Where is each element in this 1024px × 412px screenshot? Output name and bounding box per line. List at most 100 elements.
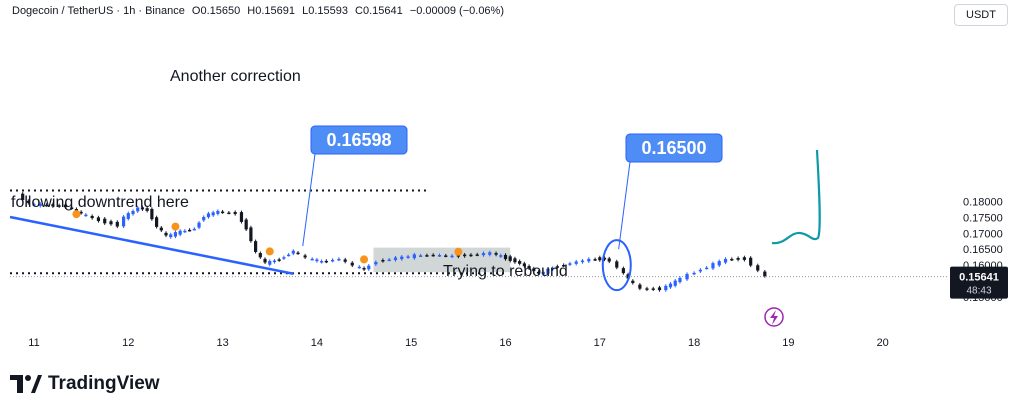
candle-body[interactable] (324, 260, 328, 263)
candle-body[interactable] (698, 269, 702, 272)
candle-body[interactable] (756, 265, 760, 271)
candle-body[interactable] (197, 222, 201, 228)
candle-body[interactable] (685, 273, 689, 280)
candle-body[interactable] (357, 266, 361, 269)
candle-body[interactable] (664, 285, 668, 291)
candle-body[interactable] (70, 207, 74, 209)
candle-body[interactable] (406, 256, 410, 258)
candle-body[interactable] (522, 263, 526, 267)
candle-body[interactable] (244, 219, 248, 230)
candle-body[interactable] (456, 254, 460, 257)
candle-body[interactable] (532, 268, 536, 272)
candle-body[interactable] (183, 230, 187, 233)
candle-body[interactable] (425, 255, 429, 257)
candle-body[interactable] (169, 234, 173, 238)
candle-body[interactable] (121, 216, 126, 227)
candle-body[interactable] (150, 208, 154, 220)
candle-body[interactable] (26, 200, 30, 203)
candle-body[interactable] (450, 255, 454, 258)
candle-body[interactable] (621, 268, 625, 274)
candle-body[interactable] (74, 209, 79, 212)
candle-body[interactable] (692, 272, 696, 275)
candle-body[interactable] (216, 210, 220, 214)
price-callout-box[interactable] (310, 125, 408, 155)
candle-body[interactable] (145, 208, 149, 211)
candle-body[interactable] (187, 229, 192, 232)
candle-body[interactable] (393, 257, 398, 261)
candle-body[interactable] (568, 263, 572, 265)
downtrend-line[interactable] (9, 215, 294, 275)
candle-body[interactable] (431, 254, 435, 257)
candle-body[interactable] (32, 204, 36, 206)
candle-body[interactable] (343, 259, 347, 262)
candle-body[interactable] (211, 212, 215, 216)
candle-body[interactable] (233, 212, 237, 215)
candle-body[interactable] (362, 268, 366, 270)
candle-body[interactable] (527, 265, 531, 269)
candle-body[interactable] (287, 254, 291, 257)
candle-body[interactable] (574, 261, 578, 264)
candle-body[interactable] (400, 256, 404, 260)
candle-body[interactable] (678, 277, 682, 283)
candle-body[interactable] (109, 221, 113, 225)
candle-body[interactable] (742, 257, 746, 260)
candle-body[interactable] (381, 260, 385, 262)
candle-body[interactable] (475, 254, 479, 256)
candle-body[interactable] (419, 255, 423, 257)
candle-body[interactable] (607, 258, 611, 262)
candle-body[interactable] (79, 211, 83, 214)
candle-body[interactable] (154, 217, 159, 227)
candle-body[interactable] (263, 258, 267, 263)
candle-body[interactable] (626, 274, 630, 279)
candle-body[interactable] (268, 260, 272, 265)
candle-body[interactable] (444, 255, 448, 257)
candle-body[interactable] (580, 260, 585, 263)
candle-body[interactable] (657, 287, 662, 291)
candle-body[interactable] (178, 230, 182, 235)
candle-body[interactable] (331, 259, 335, 262)
candle-body[interactable] (239, 212, 244, 222)
candle-body[interactable] (315, 259, 319, 262)
symbol-label[interactable]: Dogecoin / TetherUS · 1h · Binance (12, 5, 185, 17)
candle-body[interactable] (763, 271, 767, 277)
candle-body[interactable] (44, 204, 49, 207)
candle-body[interactable] (63, 204, 68, 208)
candle-body[interactable] (303, 255, 307, 258)
candle-body[interactable] (412, 254, 416, 259)
candle-body[interactable] (602, 257, 607, 260)
candle-body[interactable] (469, 254, 473, 257)
candle-body[interactable] (227, 212, 231, 215)
candle-body[interactable] (518, 261, 522, 264)
candle-body[interactable] (536, 271, 541, 274)
candle-body[interactable] (249, 227, 253, 242)
candle-body[interactable] (499, 255, 503, 257)
candle-body[interactable] (513, 258, 517, 263)
candle-body[interactable] (296, 252, 300, 255)
candle-body[interactable] (562, 265, 566, 267)
lightning-icon[interactable] (764, 307, 784, 327)
candle-body[interactable] (126, 213, 130, 219)
candle-body[interactable] (57, 205, 61, 207)
candle-body[interactable] (282, 257, 286, 259)
candle-body[interactable] (258, 253, 262, 258)
candle-body[interactable] (587, 258, 591, 262)
candle-body[interactable] (673, 280, 677, 286)
candle-body[interactable] (131, 210, 135, 215)
candle-body[interactable] (310, 258, 314, 261)
candle-body[interactable] (508, 256, 512, 261)
candle-body[interactable] (615, 261, 619, 268)
candle-body[interactable] (291, 250, 295, 254)
candle-body[interactable] (668, 283, 673, 288)
candle-body[interactable] (651, 288, 655, 290)
candle-body[interactable] (717, 261, 721, 266)
price-callout-box[interactable] (625, 133, 723, 163)
candle-body[interactable] (367, 265, 371, 270)
candle-body[interactable] (202, 216, 206, 221)
candle-body[interactable] (593, 259, 597, 261)
candle-body[interactable] (546, 268, 550, 274)
candle-body[interactable] (645, 288, 649, 290)
candle-body[interactable] (541, 271, 545, 275)
candle-body[interactable] (481, 253, 486, 256)
candle-body[interactable] (387, 259, 391, 262)
